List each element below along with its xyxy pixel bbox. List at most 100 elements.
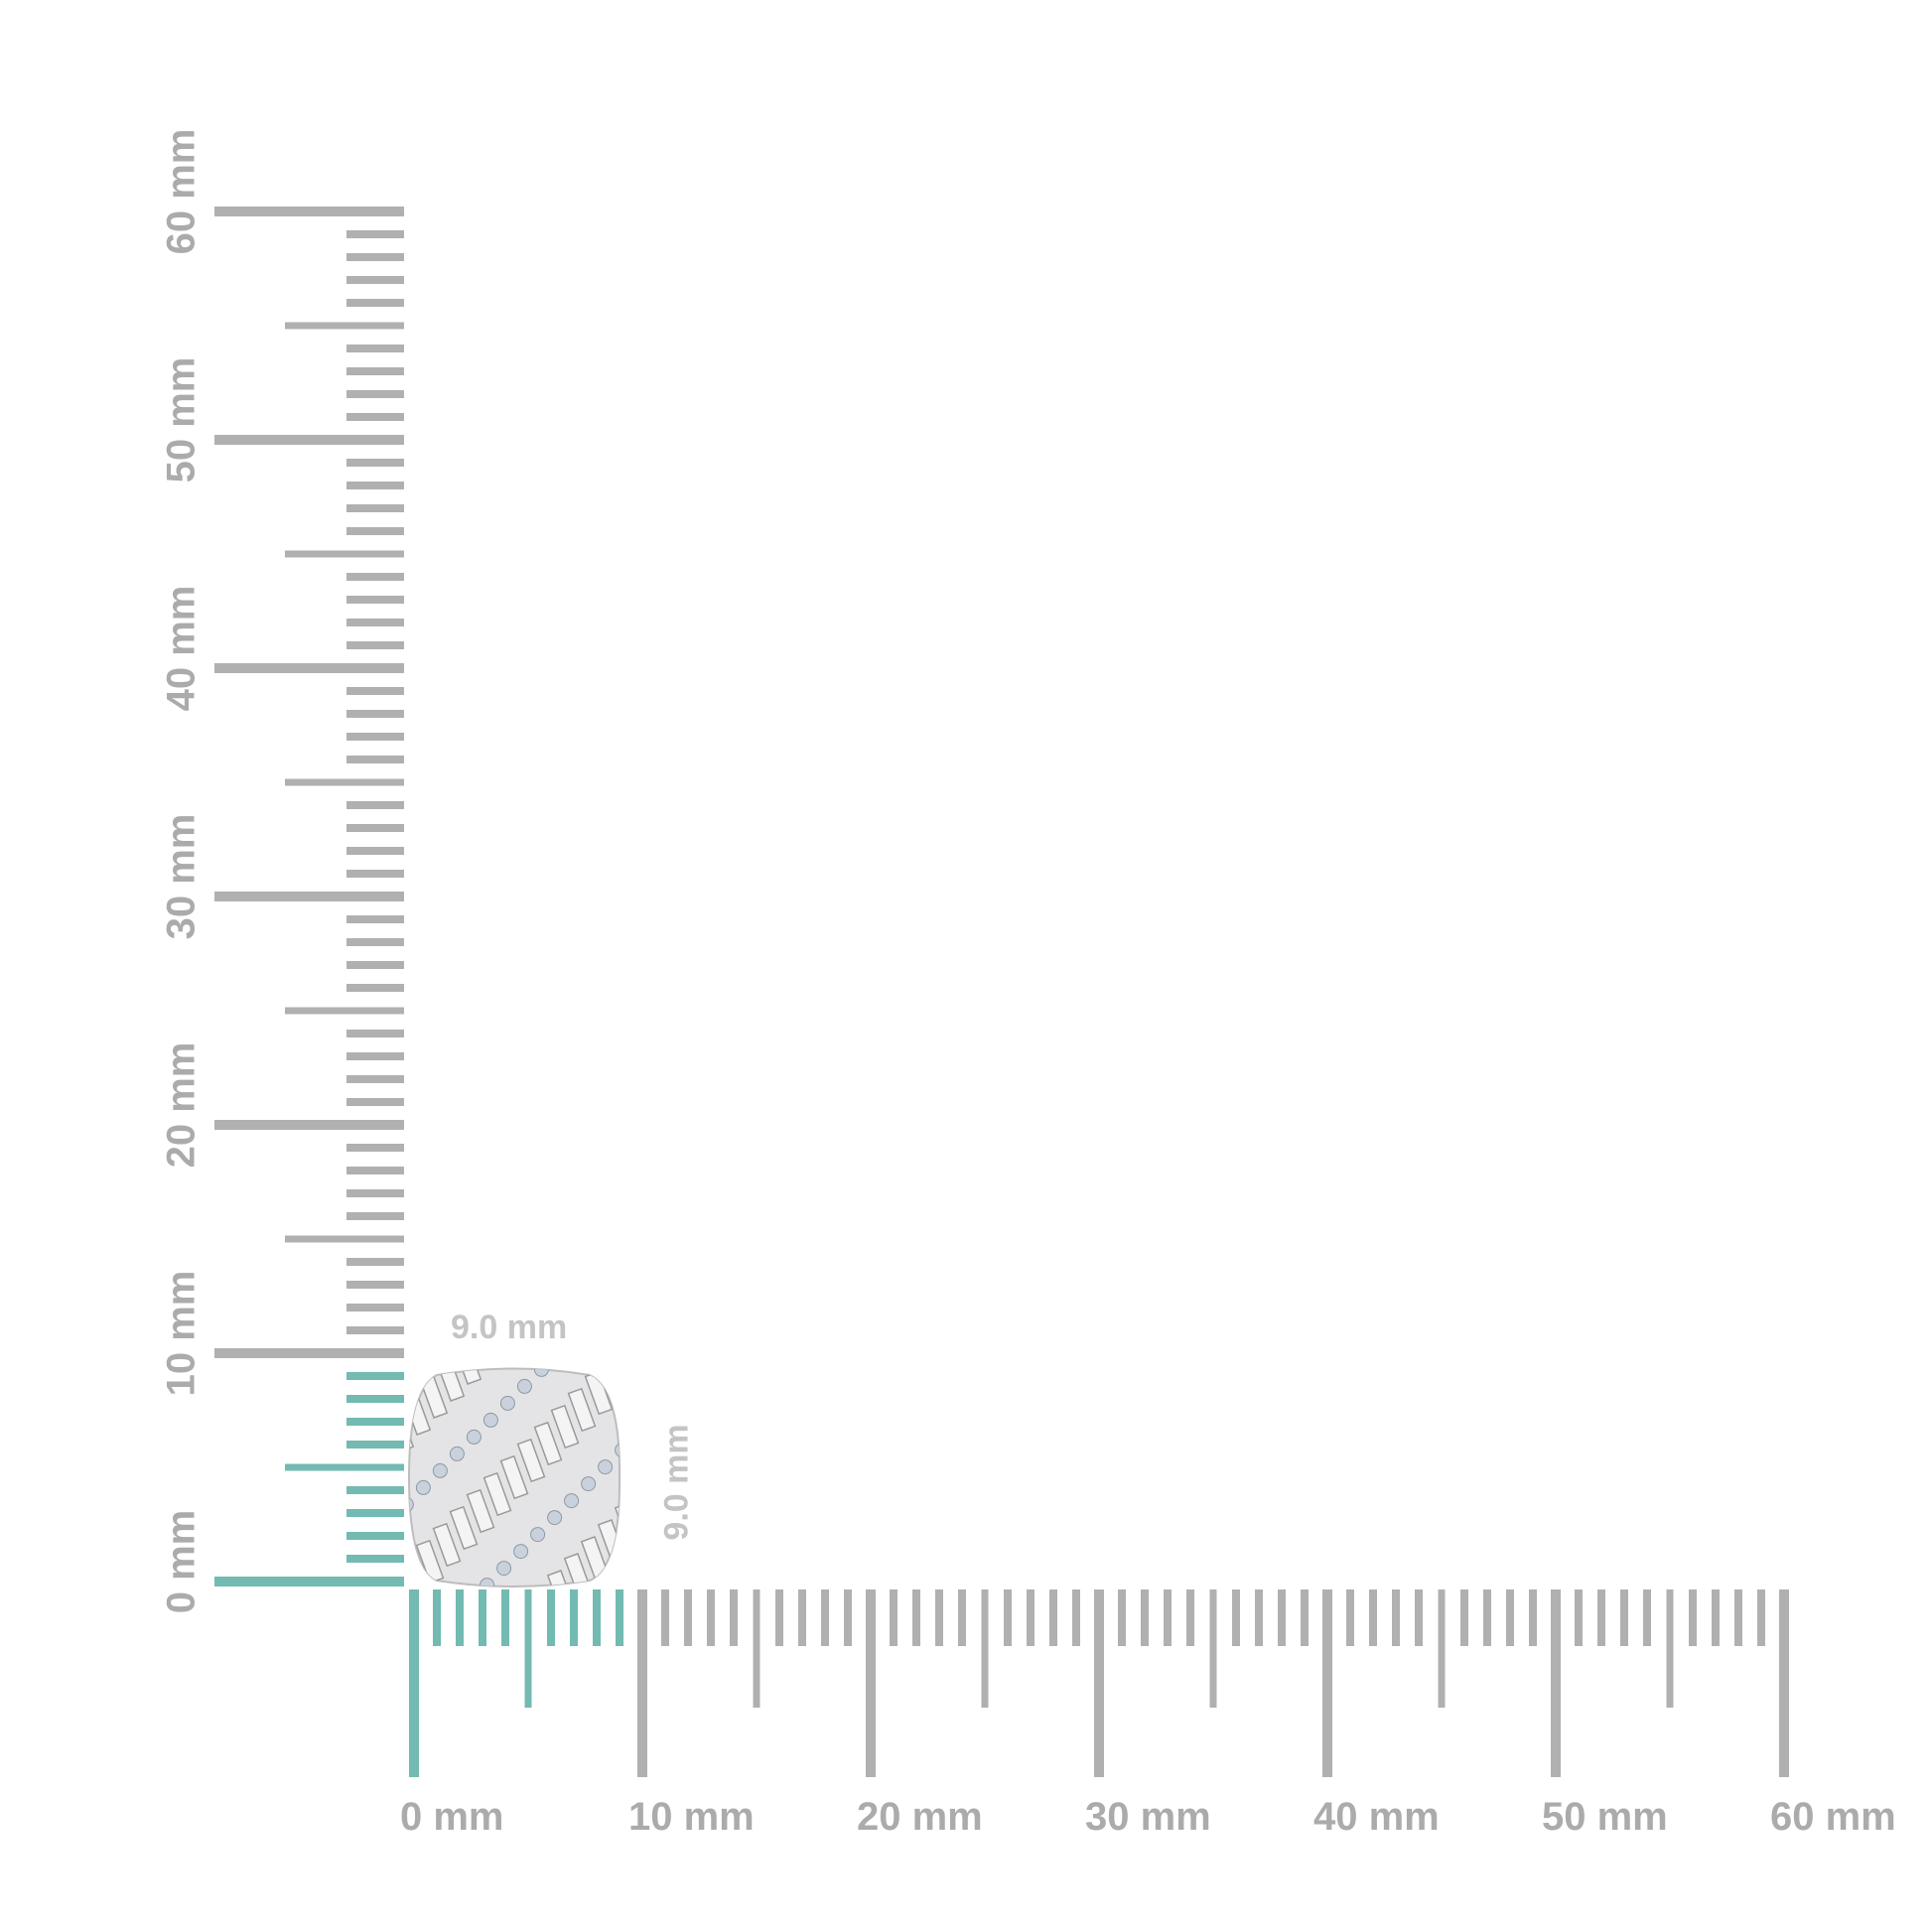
round-diamond [403,1332,417,1346]
round-diamond [595,1625,609,1639]
round-diamond [466,1429,482,1445]
baguette-diamond [453,1368,483,1385]
round-diamond [319,1417,333,1431]
round-diamond [447,1612,461,1626]
baguette-diamond [516,1438,546,1483]
baguette-diamond [356,1278,383,1319]
baguette-diamond [441,1193,468,1235]
round-diamond [483,1412,498,1428]
round-diamond [568,1328,582,1342]
round-diamond [432,1462,448,1478]
round-diamond [437,1299,451,1312]
round-diamond [382,1514,396,1528]
round-diamond [386,1349,400,1363]
x-axis-label: 50 mm [1542,1795,1668,1839]
round-diamond [527,1693,541,1707]
round-diamond [645,1575,659,1588]
round-diamond [696,1524,710,1538]
x-axis-label: 60 mm [1770,1795,1896,1839]
baguette-diamond [481,1638,507,1680]
baguette-diamond [713,1567,740,1608]
baguette-diamond [483,1471,512,1517]
round-diamond [615,1443,621,1458]
baguette-diamond [373,1261,400,1303]
baguette-diamond [336,1460,362,1502]
baguette-diamond [533,1421,563,1466]
round-diamond [420,1315,434,1329]
round-diamond [449,1446,465,1461]
baguette-diamond [550,1404,580,1449]
baguette-diamond [449,1505,479,1551]
round-diamond [547,1510,563,1526]
baguette-diamond [323,1311,349,1353]
x-axis-label: 20 mm [857,1795,983,1839]
round-diamond [581,1476,597,1492]
baguette-diamond [632,1486,659,1528]
round-diamond [632,1427,646,1441]
baguette-diamond [628,1651,655,1693]
x-axis-label: 10 mm [628,1795,755,1839]
round-diamond [598,1459,614,1475]
round-diamond [480,1578,495,1587]
round-diamond [561,1659,575,1673]
round-diamond [530,1527,546,1543]
y-axis-label: 50 mm [159,356,204,483]
width-dimension-label: 9.0 mm [451,1309,568,1346]
x-axis-label: 0 mm [400,1795,504,1839]
baguette-diamond [612,1668,638,1710]
baguette-diamond [369,1427,396,1468]
round-diamond [499,1395,515,1411]
baguette-diamond [645,1634,672,1676]
baguette-diamond [432,1522,462,1568]
baguette-diamond [390,1244,417,1286]
round-diamond [496,1561,512,1577]
y-axis-label: 40 mm [159,585,204,712]
baguette-diamond [595,1685,621,1726]
baguette-diamond [306,1328,333,1370]
baguette-diamond [319,1477,345,1519]
y-axis-label: 60 mm [159,128,204,255]
baguette-diamond [546,1570,576,1587]
x-axis-label: 30 mm [1085,1795,1211,1839]
baguette-diamond [679,1600,706,1642]
round-diamond [516,1378,532,1394]
baguette-diamond [340,1295,366,1336]
baguette-diamond [696,1584,723,1625]
round-diamond [365,1531,379,1545]
round-diamond [662,1558,676,1572]
baguette-diamond [730,1550,757,1591]
baguette-diamond [763,1516,790,1558]
height-dimension-label: 9.0 mm [657,1424,696,1541]
round-diamond [551,1345,565,1359]
round-diamond [564,1493,580,1509]
round-diamond [352,1383,366,1397]
baguette-diamond [352,1444,379,1485]
y-axis-label: 0 mm [159,1509,204,1614]
baguette-diamond [238,1396,265,1438]
round-diamond [415,1479,431,1495]
y-axis-label: 20 mm [159,1041,204,1169]
round-diamond [336,1400,349,1414]
y-axis-label: 10 mm [159,1270,204,1397]
round-diamond [285,1450,299,1464]
baguette-diamond [272,1362,299,1404]
baguette-diamond [255,1379,282,1421]
round-diamond [369,1366,383,1380]
baguette-diamond [567,1387,597,1433]
round-diamond [628,1591,642,1605]
round-diamond [464,1595,478,1609]
baguette-diamond [497,1621,524,1663]
baguette-diamond [561,1719,588,1760]
round-diamond [612,1608,625,1622]
baguette-diamond [424,1210,451,1252]
round-diamond [409,1496,414,1512]
baguette-diamond [662,1617,689,1659]
round-diamond [649,1410,663,1424]
round-diamond [471,1265,484,1279]
round-diamond [679,1541,693,1555]
y-axis-label: 30 mm [159,813,204,940]
round-diamond [454,1282,468,1296]
round-diamond [302,1434,316,1448]
